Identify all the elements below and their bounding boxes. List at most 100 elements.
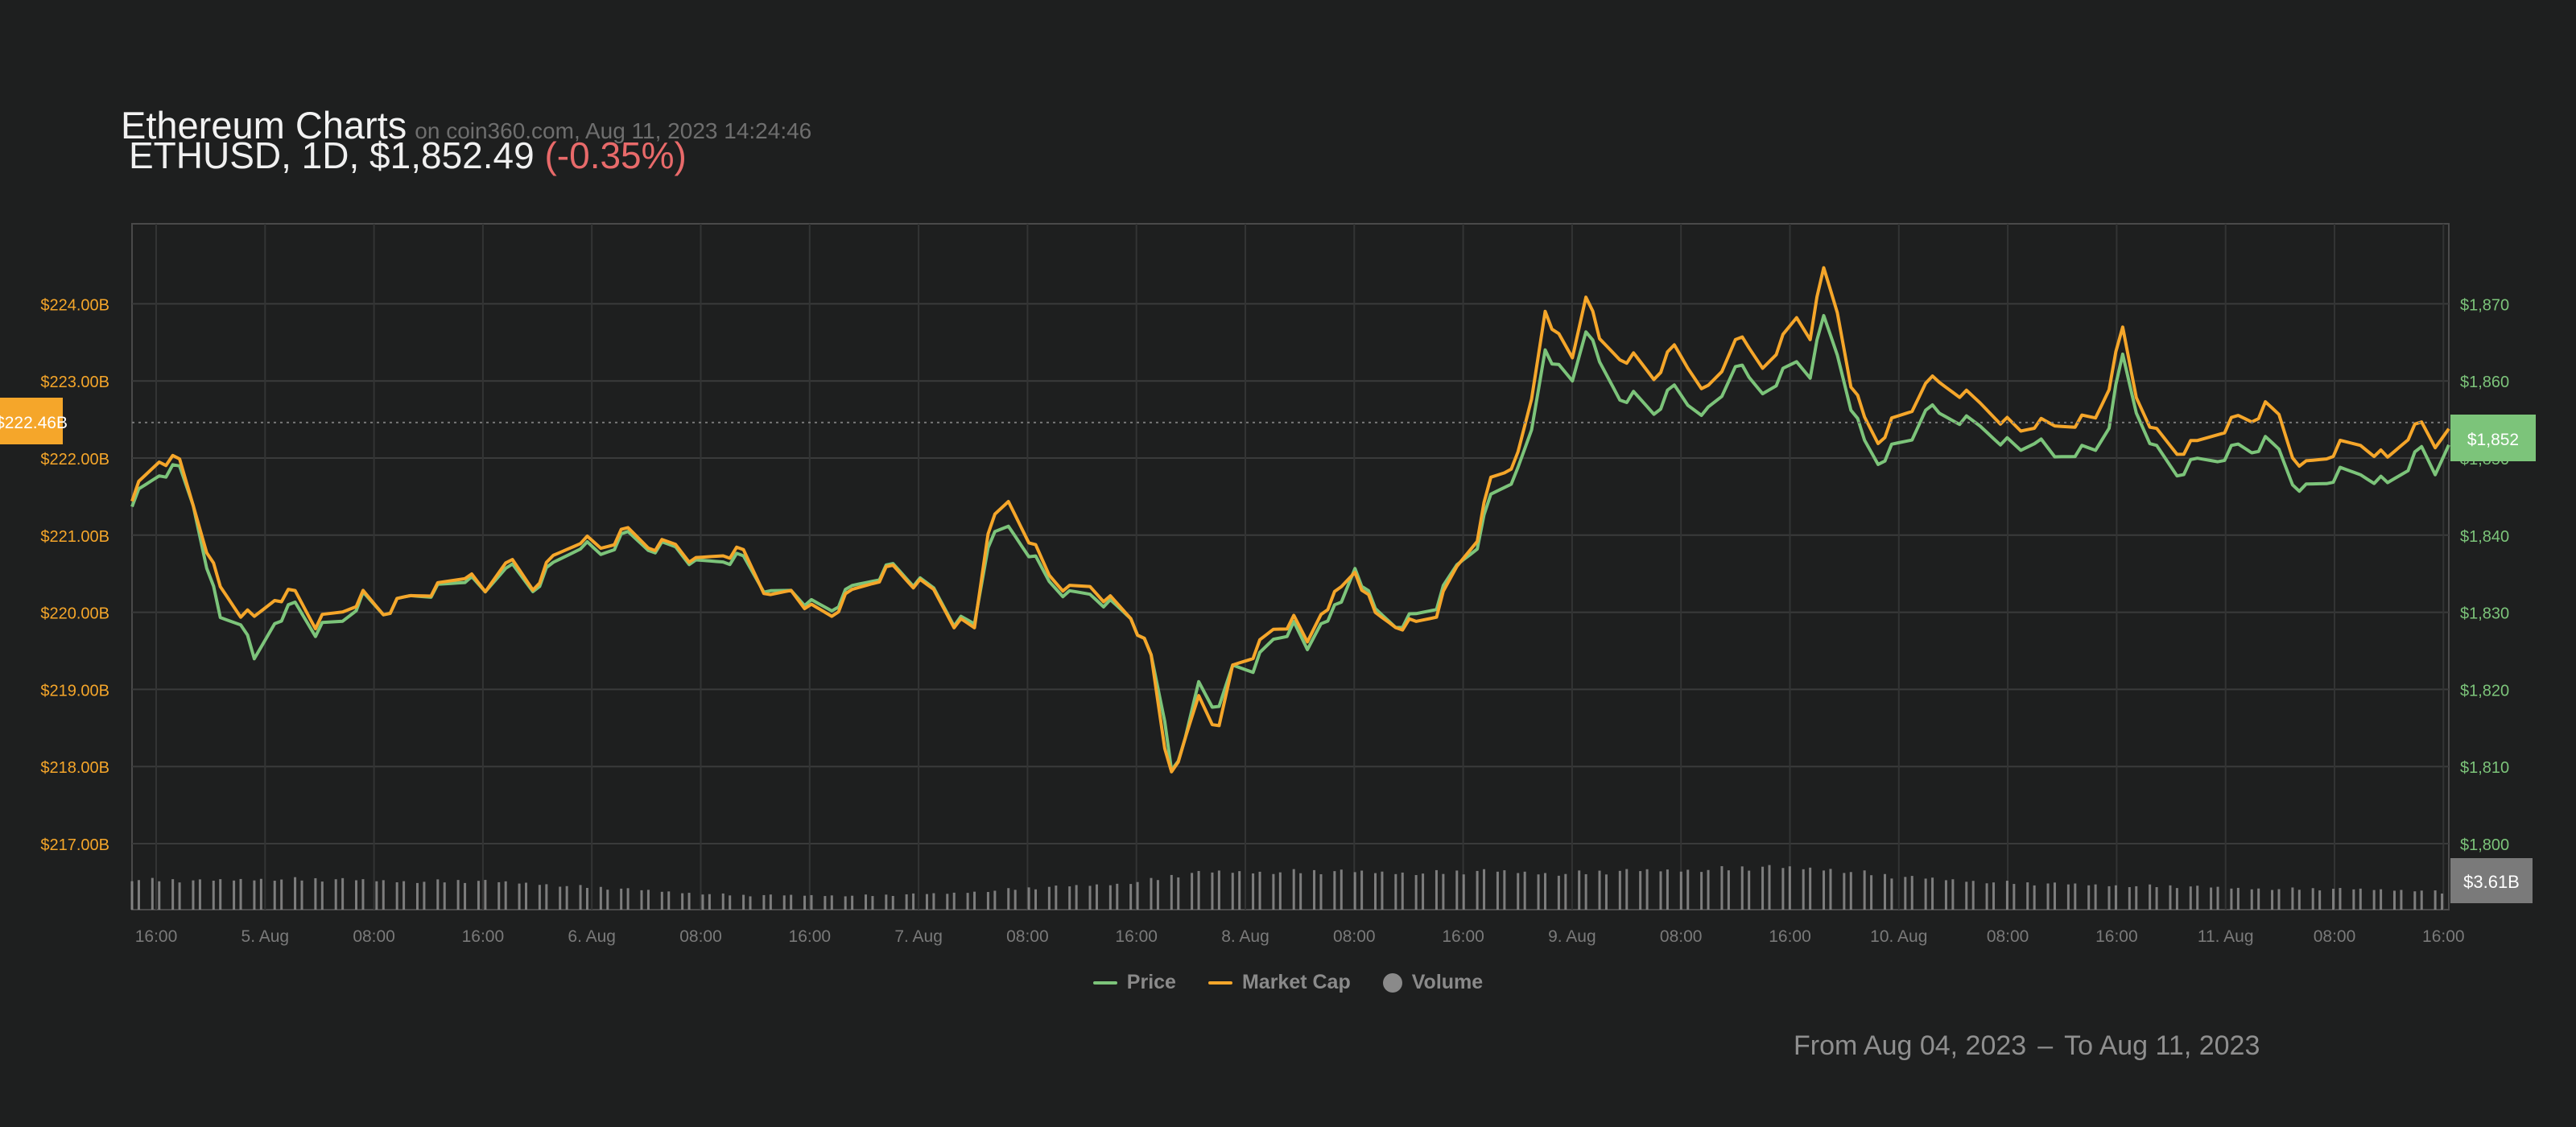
title-line: Ethereum Charts on coin360.com, Aug 11, 2… — [121, 103, 811, 147]
left-axis-tick-label: $224.00B — [40, 296, 109, 314]
volume-bar — [790, 894, 793, 910]
volume-bar — [1604, 874, 1608, 910]
volume-bar — [1272, 873, 1275, 910]
volume-bar — [2372, 890, 2376, 910]
series-line-price[interactable] — [130, 314, 2450, 772]
x-axis-tick-label: 8. Aug — [1221, 927, 1269, 946]
volume-bar — [2434, 890, 2437, 910]
volume-bar — [782, 895, 786, 910]
volume-bar — [1088, 886, 1092, 910]
volume-bar — [300, 880, 303, 910]
volume-bar — [1924, 878, 1927, 910]
volume-bar — [1340, 869, 1343, 910]
chart-title: Ethereum Charts — [121, 104, 407, 147]
volume-bar — [1007, 888, 1010, 910]
volume-bar — [477, 881, 480, 910]
volume-bar — [1870, 875, 1873, 910]
volume-bar — [259, 878, 262, 910]
volume-bar — [701, 894, 704, 910]
volume-bar — [2359, 888, 2362, 910]
volume-bar — [1047, 886, 1051, 910]
volume-bar — [239, 878, 242, 910]
volume-bar — [824, 896, 827, 910]
volume-bar — [2210, 887, 2213, 910]
x-axis-tick-label: 16:00 — [2095, 927, 2138, 946]
volume-bar — [538, 885, 541, 910]
volume-bar — [2257, 888, 2260, 910]
volume-bar — [1645, 869, 1649, 910]
volume-bar — [464, 882, 467, 910]
x-axis-tick-label: 9. Aug — [1548, 927, 1596, 946]
price-swatch-icon — [1092, 980, 1117, 985]
volume-bar — [1027, 887, 1030, 910]
volume-bar — [1442, 873, 1445, 910]
x-axis-tick-label: 16:00 — [462, 927, 505, 946]
volume-bar — [1748, 870, 1751, 910]
volume-bar — [912, 893, 915, 910]
volume-bar — [1381, 871, 1384, 910]
volume-bar — [2107, 886, 2111, 910]
legend-item-market-cap[interactable]: Market Cap — [1208, 971, 1351, 994]
volume-bar — [2128, 887, 2131, 910]
volume-bar — [1191, 873, 1194, 910]
volume-bar — [2332, 889, 2335, 910]
volume-bar — [1625, 869, 1629, 910]
volume-bar — [1156, 880, 1159, 910]
series-line-market-cap[interactable] — [130, 266, 2450, 774]
legend-item-price[interactable]: Price — [1092, 971, 1176, 994]
x-axis-tick-label: 16:00 — [135, 927, 178, 946]
volume-bar — [2413, 891, 2417, 910]
volume-bar — [1075, 885, 1078, 910]
volume-dot-icon — [1382, 972, 1402, 993]
volume-bar — [721, 893, 724, 910]
volume-bar — [729, 895, 732, 910]
volume-bar — [708, 894, 711, 910]
left-axis-tick-label: $221.00B — [40, 528, 109, 546]
volume-bar — [1761, 866, 1765, 910]
volume-bar — [1217, 870, 1220, 910]
volume-bar — [1211, 872, 1214, 910]
volume-bar — [1843, 873, 1846, 910]
right-axis-tick-label: $1,830 — [2460, 605, 2509, 623]
x-axis-tick-label: 7. Aug — [894, 927, 943, 946]
x-axis-tick-label: 16:00 — [1442, 927, 1484, 946]
x-axis-tick-label: 16:00 — [789, 927, 832, 946]
volume-bar — [1829, 869, 1832, 910]
volume-bar — [1639, 871, 1642, 910]
volume-bar — [579, 885, 582, 910]
x-axis-tick-label: 10. Aug — [1870, 927, 1927, 946]
volume-bar — [2216, 886, 2219, 910]
volume-bar — [178, 882, 181, 910]
volume-bar — [769, 894, 772, 910]
volume-bar — [497, 881, 501, 910]
volume-bar — [1333, 871, 1336, 910]
volume-bar — [1503, 870, 1506, 910]
volume-bar — [1740, 866, 1744, 910]
volume-bar — [1455, 870, 1459, 910]
volume-bar — [2046, 883, 2050, 910]
volume-bar — [130, 881, 134, 910]
volume-bar — [1618, 870, 1621, 910]
volume-bar — [2114, 885, 2117, 910]
volume-bar — [1564, 873, 1567, 910]
volume-bar — [667, 891, 671, 910]
volume-bar — [273, 881, 276, 910]
x-axis-tick-label: 08:00 — [1987, 927, 2029, 946]
volume-bar — [1700, 872, 1703, 910]
left-axis-tick-label: $220.00B — [40, 605, 109, 623]
x-axis-tick-label: 16:00 — [2422, 927, 2465, 946]
volume-bar — [1108, 885, 1112, 910]
volume-bar — [2189, 886, 2192, 910]
left-axis-tick-label: $217.00B — [40, 836, 109, 854]
legend-item-volume[interactable]: Volume — [1382, 971, 1483, 994]
volume-bar — [952, 892, 956, 910]
volume-bar — [1353, 872, 1356, 910]
volume-bar — [993, 890, 997, 910]
volume-bar — [2033, 885, 2036, 910]
volume-bar — [1931, 877, 1934, 910]
volume-bar — [932, 893, 935, 910]
volume-bar — [1910, 876, 1913, 910]
volume-bar — [1401, 872, 1404, 910]
volume-bar — [2297, 890, 2301, 910]
